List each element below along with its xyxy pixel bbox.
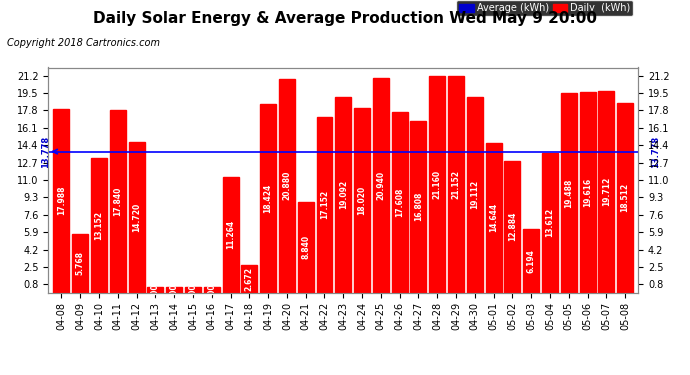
Bar	[411, 121, 426, 292]
Text: 17.608: 17.608	[395, 188, 404, 217]
Bar	[467, 97, 483, 292]
Bar	[204, 287, 219, 292]
Bar	[335, 97, 351, 292]
Text: 6.194: 6.194	[526, 249, 535, 273]
Bar	[504, 161, 520, 292]
Text: 19.712: 19.712	[602, 177, 611, 206]
Text: 0.000: 0.000	[151, 278, 160, 302]
Bar	[185, 287, 201, 292]
Text: 0.000: 0.000	[207, 278, 216, 302]
Text: 2.672: 2.672	[245, 267, 254, 291]
Bar	[148, 287, 164, 292]
Bar	[392, 112, 408, 292]
Text: 14.644: 14.644	[489, 203, 498, 232]
Bar	[297, 202, 314, 292]
Text: 8.840: 8.840	[302, 235, 310, 260]
Bar	[241, 265, 257, 292]
Text: 19.616: 19.616	[583, 178, 592, 207]
Text: 18.020: 18.020	[357, 186, 366, 215]
Bar	[448, 76, 464, 292]
Bar	[72, 234, 88, 292]
Text: Daily Solar Energy & Average Production Wed May 9 20:00: Daily Solar Energy & Average Production …	[93, 11, 597, 26]
Text: 17.840: 17.840	[113, 187, 122, 216]
Text: 19.488: 19.488	[564, 178, 573, 207]
Text: 13.612: 13.612	[546, 209, 555, 237]
Bar	[373, 78, 389, 292]
Bar	[223, 177, 239, 292]
Text: 0.000: 0.000	[170, 278, 179, 302]
Text: 18.512: 18.512	[620, 183, 629, 212]
Bar	[110, 110, 126, 292]
Legend: Average (kWh), Daily  (kWh): Average (kWh), Daily (kWh)	[456, 0, 633, 16]
Text: 19.092: 19.092	[339, 180, 348, 209]
Text: 17.152: 17.152	[320, 190, 329, 219]
Bar	[486, 143, 502, 292]
Bar	[580, 92, 595, 292]
Bar	[128, 142, 145, 292]
Text: 17.988: 17.988	[57, 186, 66, 215]
Text: 13.152: 13.152	[95, 211, 103, 240]
Text: 12.884: 12.884	[508, 212, 517, 241]
Text: 21.160: 21.160	[433, 170, 442, 199]
Text: 5.768: 5.768	[76, 251, 85, 275]
Bar	[317, 117, 333, 292]
Bar	[523, 229, 539, 292]
Text: 20.880: 20.880	[282, 171, 291, 200]
Text: 14.720: 14.720	[132, 202, 141, 232]
Text: 16.808: 16.808	[414, 192, 423, 221]
Bar	[617, 103, 633, 292]
Text: 11.264: 11.264	[226, 220, 235, 249]
Bar	[260, 104, 276, 292]
Bar	[354, 108, 370, 292]
Bar	[598, 91, 614, 292]
Text: 0.000: 0.000	[188, 278, 197, 302]
Bar	[279, 79, 295, 292]
Bar	[429, 76, 445, 292]
Text: 20.940: 20.940	[376, 171, 385, 200]
Text: 13.778: 13.778	[651, 135, 660, 168]
Bar	[53, 108, 70, 292]
Bar	[542, 153, 558, 292]
Text: Copyright 2018 Cartronics.com: Copyright 2018 Cartronics.com	[7, 38, 160, 48]
Text: 21.152: 21.152	[451, 170, 460, 199]
Text: 13.778: 13.778	[41, 135, 50, 168]
Bar	[166, 287, 182, 292]
Bar	[561, 93, 577, 292]
Text: 19.112: 19.112	[471, 180, 480, 209]
Bar	[91, 158, 107, 292]
Text: 18.424: 18.424	[264, 184, 273, 213]
